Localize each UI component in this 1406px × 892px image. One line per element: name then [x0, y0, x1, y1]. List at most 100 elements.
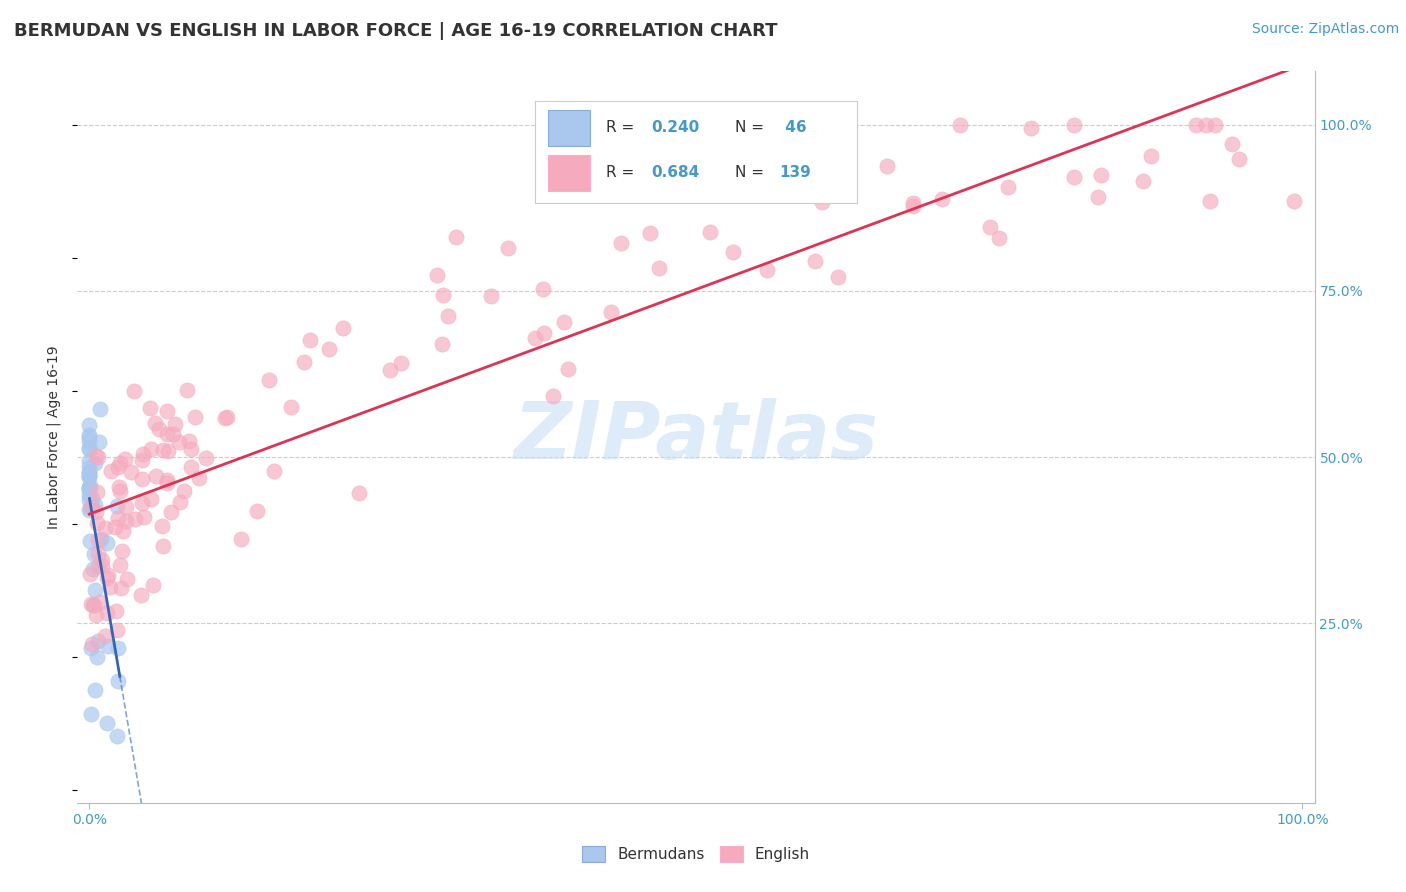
Point	[187, 471, 209, 485]
Text: R =: R =	[606, 120, 638, 136]
Point	[79, 441, 101, 455]
Point	[90, 532, 112, 546]
Point	[98, 580, 121, 594]
Point	[949, 118, 972, 132]
Point	[173, 483, 195, 498]
Point	[110, 581, 132, 595]
Point	[79, 442, 101, 457]
Point	[79, 430, 101, 444]
Point	[90, 553, 112, 567]
Point	[94, 521, 117, 535]
Point	[97, 568, 120, 582]
Text: ZIPatlas: ZIPatlas	[513, 398, 879, 476]
Point	[156, 426, 179, 441]
Point	[496, 241, 519, 255]
Point	[82, 637, 104, 651]
Point	[169, 495, 191, 509]
Point	[79, 453, 101, 467]
Point	[79, 493, 101, 508]
Point	[79, 427, 101, 442]
Point	[79, 465, 101, 479]
Point	[107, 674, 129, 689]
Point	[80, 707, 103, 722]
Point	[1185, 119, 1208, 133]
Point	[82, 598, 104, 612]
Point	[145, 468, 167, 483]
Point	[180, 442, 202, 457]
Point	[104, 519, 127, 533]
Point	[87, 533, 110, 548]
Point	[298, 333, 321, 347]
Point	[901, 199, 924, 213]
Point	[86, 650, 108, 665]
Point	[184, 410, 207, 425]
Point	[143, 416, 166, 430]
Point	[194, 450, 217, 465]
Point	[557, 362, 579, 376]
Point	[114, 451, 136, 466]
Point	[79, 500, 101, 515]
Point	[1019, 121, 1042, 136]
Point	[105, 623, 128, 637]
Point	[176, 383, 198, 397]
Point	[108, 456, 131, 470]
Point	[96, 716, 118, 731]
Point	[79, 467, 101, 481]
Point	[229, 532, 252, 546]
Point	[257, 373, 280, 387]
Point	[115, 500, 138, 514]
Point	[437, 309, 460, 323]
Point	[152, 539, 174, 553]
Point	[131, 472, 153, 486]
Point	[162, 427, 184, 442]
Point	[105, 499, 128, 513]
Point	[139, 442, 162, 456]
Text: 139: 139	[779, 165, 811, 180]
Point	[332, 320, 354, 334]
Point	[80, 499, 103, 513]
Point	[122, 384, 145, 398]
Point	[150, 519, 173, 533]
Point	[214, 411, 236, 425]
Point	[79, 483, 101, 497]
Point	[721, 244, 744, 259]
Point	[83, 457, 105, 471]
Bar	[548, 155, 589, 191]
Point	[87, 558, 110, 573]
Point	[80, 491, 103, 505]
Text: Source: ZipAtlas.com: Source: ZipAtlas.com	[1251, 22, 1399, 37]
Point	[79, 418, 101, 433]
Point	[83, 598, 105, 612]
Point	[979, 220, 1001, 235]
Point	[1087, 190, 1109, 204]
Point	[156, 473, 179, 487]
Point	[432, 336, 454, 351]
Point	[444, 229, 467, 244]
Point	[79, 488, 101, 502]
Point	[80, 500, 103, 515]
Point	[107, 510, 129, 524]
Point	[139, 492, 162, 507]
Point	[156, 475, 179, 490]
Point	[553, 315, 575, 329]
Point	[997, 179, 1019, 194]
Point	[87, 450, 110, 465]
Point	[105, 729, 128, 743]
Text: BERMUDAN VS ENGLISH IN LABOR FORCE | AGE 16-19 CORRELATION CHART: BERMUDAN VS ENGLISH IN LABOR FORCE | AGE…	[14, 22, 778, 40]
Point	[263, 464, 285, 478]
Point	[86, 608, 108, 623]
Point	[1220, 136, 1243, 151]
Point	[79, 467, 101, 482]
Point	[152, 442, 174, 457]
Point	[524, 331, 547, 345]
Point	[1132, 174, 1154, 188]
Point	[86, 485, 108, 500]
Point	[156, 444, 179, 458]
Point	[426, 268, 449, 282]
Point	[129, 588, 152, 602]
Point	[83, 547, 105, 561]
Point	[876, 159, 898, 173]
Point	[89, 402, 111, 417]
Point	[380, 363, 402, 377]
Point	[96, 571, 118, 585]
